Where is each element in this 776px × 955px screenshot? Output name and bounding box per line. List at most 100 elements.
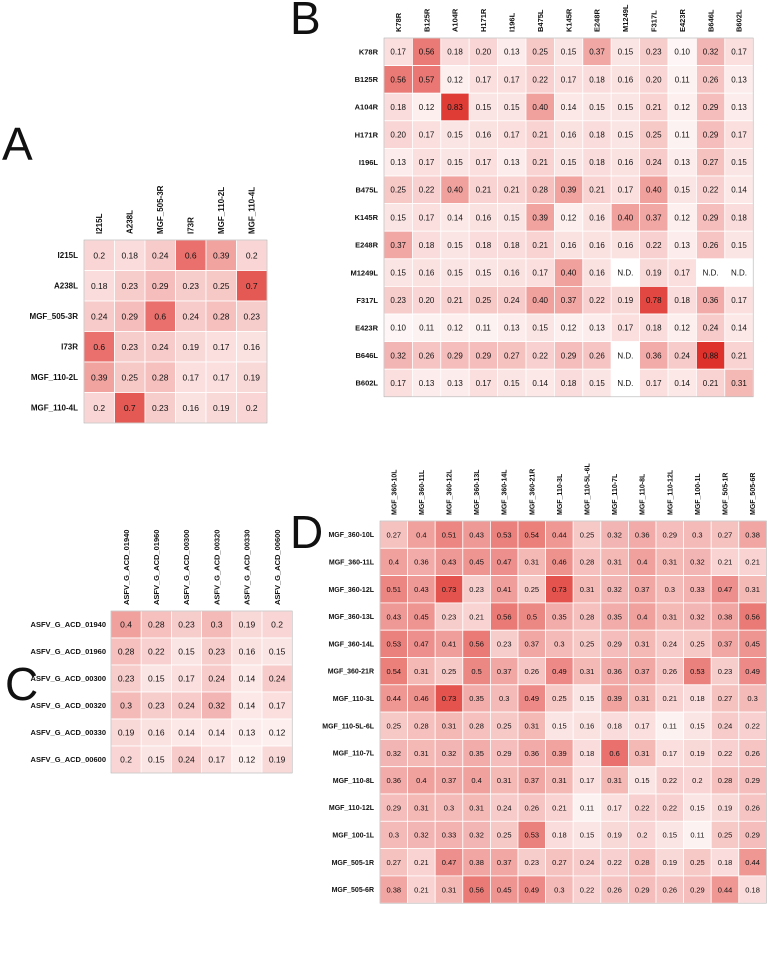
cell-value: 0.24 (674, 351, 690, 360)
cell-value: 0.54 (524, 530, 539, 539)
cell-value: 0.18 (589, 75, 605, 84)
cell-value: 0.11 (675, 75, 691, 84)
heatmap-cell (655, 739, 685, 768)
cell-value: 0.6 (185, 250, 197, 260)
panel-label-c: C (5, 658, 38, 710)
cell-value: 0.38 (386, 885, 401, 894)
row-label: MGF_360-11L (329, 559, 375, 566)
cell-value: 0.43 (386, 612, 401, 621)
cell-value: 0.21 (552, 803, 567, 812)
heatmap-cell (628, 875, 657, 904)
heatmap-cell (667, 203, 697, 232)
cell-value: 0.37 (635, 585, 650, 594)
cell-value: 0.20 (476, 48, 492, 57)
cell-value: 0.17 (646, 379, 662, 388)
heatmap-cell (517, 848, 547, 877)
column-label: MGF_505-6R (750, 473, 757, 515)
heatmap-cell (545, 629, 574, 658)
column-label: K78R (394, 12, 403, 32)
heatmap-cell (231, 637, 263, 666)
heatmap-cell (667, 120, 697, 149)
cell-value: 0.32 (607, 585, 622, 594)
cell-value: 0.17 (731, 130, 747, 139)
heatmap-cell (170, 664, 202, 693)
heatmap-cell (379, 520, 409, 549)
heatmap-cell (683, 739, 712, 768)
cell-value: 0.24 (182, 311, 199, 321)
cell-value: 0.32 (703, 48, 719, 57)
heatmap-cell (554, 285, 584, 315)
heatmap-cell (201, 610, 233, 639)
cell-value: 0.19 (718, 803, 733, 812)
heatmap-cell (201, 691, 233, 720)
cell-value: 0.11 (675, 130, 691, 139)
cell-value: 0.16 (419, 268, 435, 277)
heatmap-cell (411, 285, 442, 315)
cell-value: 0.21 (469, 612, 484, 621)
row-label: MGF_505-3R (30, 312, 79, 321)
cell-value: 0.18 (589, 158, 605, 167)
heatmap-cell (710, 657, 740, 686)
cell-value: 0.54 (386, 667, 401, 676)
cell-value: 0.47 (414, 640, 429, 649)
heatmap-cell (710, 739, 740, 768)
cell-value: 0.17 (390, 48, 406, 57)
row-label: ASFV_G_ACD_00300 (31, 674, 106, 683)
cell-value: 0.6 (93, 342, 105, 352)
cell-value: 0.19 (618, 296, 634, 305)
heatmap-cell (205, 300, 237, 332)
heatmap-cell (525, 147, 555, 177)
cell-value: 0.88 (703, 351, 719, 360)
heatmap-cell (655, 684, 685, 713)
heatmap-cell (655, 766, 685, 795)
heatmap-cell (462, 575, 491, 604)
heatmap-cell (639, 147, 669, 177)
cell-value: 0.37 (561, 296, 577, 305)
cell-value: 0.18 (690, 694, 705, 703)
cell-value: 0.21 (745, 558, 760, 567)
cell-value: 0.56 (469, 885, 484, 894)
cell-value: 0.27 (718, 530, 733, 539)
cell-value: 0.18 (447, 48, 463, 57)
cell-value: 0.24 (152, 342, 169, 352)
cell-value: 0.31 (524, 558, 539, 567)
cell-value: 0.53 (497, 530, 512, 539)
heatmap-cell (600, 520, 629, 549)
cell-value: 0.2 (120, 755, 132, 765)
cell-value: 0.39 (91, 372, 108, 382)
cell-value: 0.27 (504, 351, 520, 360)
cell-value: 0.19 (690, 749, 705, 758)
cell-value: 0.31 (414, 803, 429, 812)
cell-value: 0.45 (497, 885, 512, 894)
heatmap-cell (231, 718, 263, 747)
heatmap-cell (517, 684, 547, 713)
cell-value: 0.29 (607, 640, 622, 649)
cell-value: 0.18 (504, 241, 520, 250)
cell-value: 0.22 (635, 803, 650, 812)
cell-value: 0.44 (552, 530, 567, 539)
cell-value: 0.21 (718, 558, 733, 567)
column-label: K145R (564, 8, 573, 32)
heatmap-cell (489, 520, 519, 549)
cell-value: 0.23 (178, 620, 195, 630)
cell-value: 0.17 (618, 324, 634, 333)
cell-value: 0.28 (152, 372, 169, 382)
cell-value: 0.21 (646, 103, 662, 112)
cell-value: 0.37 (524, 640, 539, 649)
cell-value: 0.45 (414, 612, 429, 621)
cell-value: 0.43 (414, 585, 429, 594)
heatmap-cell (383, 368, 413, 398)
heatmap-cell (655, 575, 685, 604)
cell-value: 0.31 (580, 585, 595, 594)
cell-value: 0.31 (607, 558, 622, 567)
cell-value: 0.15 (618, 130, 634, 139)
cell-value: 0.25 (476, 296, 492, 305)
cell-value: 0.31 (442, 885, 457, 894)
cell-value: 0.24 (208, 674, 225, 684)
cell-value: 0.22 (580, 885, 595, 894)
cell-value: 0.16 (589, 213, 605, 222)
cell-value: 0.28 (469, 721, 484, 730)
heatmap-cell (379, 793, 409, 822)
heatmap-cell (582, 341, 612, 370)
cell-value: 0.31 (442, 721, 457, 730)
